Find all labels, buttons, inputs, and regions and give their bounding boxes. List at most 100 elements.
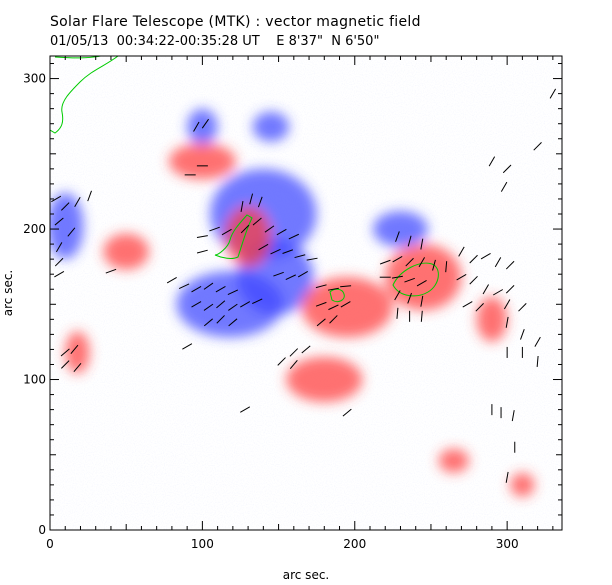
field-vector-68 xyxy=(432,259,436,271)
positive-polarity-region-14 xyxy=(476,296,508,342)
negative-polarity-region-0 xyxy=(187,108,218,145)
field-vector-92 xyxy=(503,299,511,310)
field-vector-41 xyxy=(240,301,251,308)
positive-polarity-region-12 xyxy=(65,331,90,374)
contour-small xyxy=(329,288,345,303)
green-contours xyxy=(50,56,439,303)
field-vector-21 xyxy=(240,224,250,234)
field-vector-99 xyxy=(536,355,539,367)
field-vector-104 xyxy=(549,88,557,99)
field-vector-62 xyxy=(407,235,412,247)
field-vector-45 xyxy=(228,318,238,327)
field-vector-59 xyxy=(289,359,298,370)
field-vector-8 xyxy=(54,217,64,226)
field-vector-49 xyxy=(315,284,327,289)
field-vector-65 xyxy=(392,255,403,263)
positive-polarity-region-15 xyxy=(438,448,470,473)
field-vector-50 xyxy=(327,287,339,291)
field-vector-60 xyxy=(277,357,286,366)
field-vector-82 xyxy=(480,252,491,260)
field-vector-28 xyxy=(282,249,294,254)
field-vector-58 xyxy=(301,345,311,354)
x-tick-label-300: 300 xyxy=(496,537,519,551)
field-vector-84 xyxy=(505,260,515,270)
field-vector-36 xyxy=(227,289,239,296)
field-vector-5 xyxy=(60,202,70,211)
contour-negative-core xyxy=(214,214,253,259)
field-vector-114 xyxy=(182,343,193,350)
field-vector-83 xyxy=(494,257,502,268)
positive-polarity-region-7 xyxy=(385,244,462,311)
field-vector-66 xyxy=(405,257,414,267)
field-vector-17 xyxy=(196,249,208,254)
field-vector-63 xyxy=(420,238,424,250)
field-vector-39 xyxy=(216,300,226,309)
field-vector-10 xyxy=(55,242,63,253)
contour-corner xyxy=(50,56,119,134)
field-vector-15 xyxy=(209,226,220,232)
field-vector-4 xyxy=(51,195,62,203)
x-tick-label-100: 100 xyxy=(191,537,214,551)
field-vector-94 xyxy=(505,316,509,328)
y-tick-label-200: 200 xyxy=(23,222,46,236)
field-vector-77 xyxy=(396,307,399,319)
field-vector-88 xyxy=(492,289,504,296)
field-vector-25 xyxy=(288,233,300,240)
chart-subtitle: 01/05/13 00:34:22-00:35:28 UT E 8'37" N … xyxy=(50,34,380,49)
field-vector-23 xyxy=(264,225,275,233)
field-vector-95 xyxy=(520,329,525,340)
field-vector-71 xyxy=(391,275,403,279)
field-vector-74 xyxy=(394,290,401,301)
y-tick-label-300: 300 xyxy=(23,72,46,86)
transverse-field-vectors xyxy=(51,88,557,483)
field-vector-85 xyxy=(456,274,467,281)
field-vector-32 xyxy=(178,283,190,290)
x-tick-label-200: 200 xyxy=(343,537,366,551)
field-vector-38 xyxy=(203,303,214,311)
field-vector-43 xyxy=(203,318,214,327)
field-vector-29 xyxy=(294,254,306,259)
field-vector-53 xyxy=(328,304,339,311)
field-vector-57 xyxy=(289,348,299,357)
y-tick-label-100: 100 xyxy=(23,373,46,387)
field-vector-81 xyxy=(469,254,478,264)
negative-polarity-region-4 xyxy=(50,192,84,260)
field-vector-54 xyxy=(340,301,351,308)
field-vector-89 xyxy=(505,284,515,294)
field-vector-19 xyxy=(249,193,254,205)
field-vector-52 xyxy=(315,301,327,307)
field-vector-33 xyxy=(191,286,202,293)
field-vector-16 xyxy=(221,228,232,236)
field-vector-22 xyxy=(252,217,262,226)
field-vector-110 xyxy=(60,348,70,357)
field-vector-109 xyxy=(505,471,509,483)
field-vector-72 xyxy=(404,277,415,283)
field-vector-76 xyxy=(420,295,424,307)
positive-polarity-region-16 xyxy=(510,472,535,497)
field-vector-24 xyxy=(276,228,287,236)
positive-polarity-region-13 xyxy=(103,233,150,270)
field-vector-86 xyxy=(469,275,478,285)
field-vector-79 xyxy=(420,310,423,322)
field-vector-69 xyxy=(445,261,448,273)
field-vector-80 xyxy=(458,246,465,257)
negative-polarity-region-6 xyxy=(252,111,290,142)
field-vector-55 xyxy=(316,318,326,327)
field-vector-91 xyxy=(475,303,484,312)
field-vector-93 xyxy=(518,303,527,312)
field-vector-35 xyxy=(215,286,226,293)
field-vector-90 xyxy=(462,301,473,308)
field-vector-87 xyxy=(482,284,489,295)
field-vector-73 xyxy=(416,280,427,287)
field-vector-51 xyxy=(340,285,352,288)
field-vector-102 xyxy=(500,181,508,192)
positive-polarity-region-9 xyxy=(286,356,363,403)
field-vector-56 xyxy=(329,315,338,324)
y-tick-label-0: 0 xyxy=(38,523,46,537)
field-vector-61 xyxy=(395,231,400,242)
tick-labels: 0 100 200 300 0 100 200 300 xyxy=(23,72,519,551)
field-vector-27 xyxy=(270,248,281,255)
field-vector-12 xyxy=(54,271,65,278)
field-vector-46 xyxy=(273,271,284,277)
field-vector-48 xyxy=(297,271,308,278)
